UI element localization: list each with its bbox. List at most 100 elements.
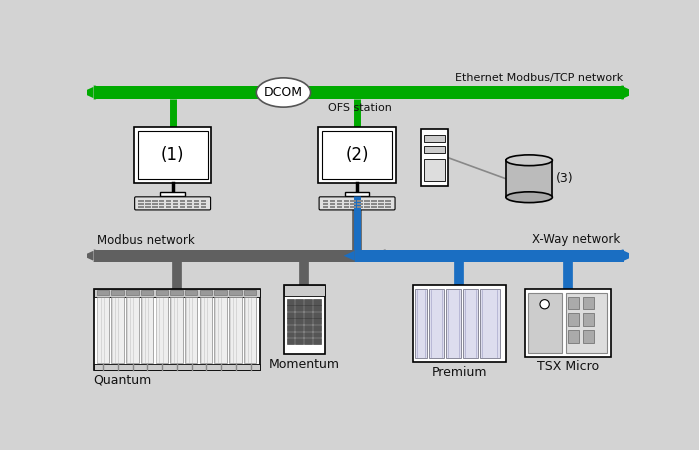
- Bar: [185, 290, 197, 295]
- Bar: [385, 202, 391, 205]
- Bar: [159, 206, 164, 208]
- Text: (1): (1): [161, 146, 185, 164]
- Bar: [94, 250, 386, 262]
- Bar: [322, 131, 392, 179]
- Bar: [329, 199, 335, 202]
- FancyArrow shape: [621, 86, 636, 99]
- Bar: [329, 206, 335, 208]
- Bar: [584, 314, 594, 326]
- Ellipse shape: [506, 155, 552, 166]
- Bar: [357, 202, 363, 205]
- Bar: [152, 202, 157, 205]
- Bar: [296, 338, 303, 344]
- Text: DCOM: DCOM: [264, 86, 303, 99]
- Bar: [345, 192, 370, 196]
- Bar: [385, 206, 391, 208]
- Bar: [194, 199, 199, 202]
- Bar: [322, 206, 328, 208]
- Text: OFS station: OFS station: [328, 103, 391, 112]
- FancyBboxPatch shape: [135, 197, 210, 210]
- Bar: [329, 202, 335, 205]
- Bar: [357, 206, 363, 208]
- Bar: [336, 199, 342, 202]
- Text: Premium: Premium: [431, 366, 487, 379]
- Text: Ethernet Modbus/TCP network: Ethernet Modbus/TCP network: [456, 73, 624, 83]
- Bar: [287, 306, 294, 311]
- Bar: [525, 289, 610, 356]
- Bar: [304, 319, 312, 324]
- Bar: [371, 206, 377, 208]
- Bar: [134, 127, 211, 183]
- Bar: [173, 206, 178, 208]
- Bar: [584, 297, 594, 309]
- Bar: [446, 289, 461, 358]
- Bar: [296, 299, 303, 305]
- Bar: [528, 292, 563, 353]
- Bar: [138, 199, 143, 202]
- Bar: [304, 332, 312, 338]
- Bar: [141, 290, 153, 295]
- FancyArrow shape: [81, 86, 96, 99]
- Bar: [568, 314, 579, 326]
- Bar: [194, 206, 199, 208]
- Bar: [201, 199, 206, 202]
- Bar: [244, 297, 257, 363]
- Bar: [94, 289, 260, 370]
- Bar: [371, 199, 377, 202]
- Bar: [138, 131, 208, 179]
- Bar: [378, 206, 384, 208]
- Bar: [378, 202, 384, 205]
- Bar: [429, 289, 444, 358]
- Bar: [287, 338, 294, 344]
- Bar: [201, 206, 206, 208]
- FancyArrow shape: [82, 250, 96, 262]
- Bar: [180, 202, 185, 205]
- Bar: [313, 338, 321, 344]
- Bar: [350, 199, 356, 202]
- Bar: [229, 290, 242, 295]
- Bar: [166, 199, 171, 202]
- Bar: [421, 129, 448, 186]
- Bar: [200, 297, 212, 363]
- Bar: [287, 312, 294, 318]
- Bar: [152, 206, 157, 208]
- Bar: [180, 199, 185, 202]
- Bar: [296, 325, 303, 331]
- Text: (3): (3): [556, 172, 574, 185]
- Bar: [194, 202, 199, 205]
- Bar: [244, 290, 257, 295]
- Bar: [350, 202, 356, 205]
- Bar: [364, 206, 370, 208]
- Ellipse shape: [257, 78, 310, 107]
- Bar: [145, 202, 150, 205]
- Bar: [296, 306, 303, 311]
- Bar: [287, 325, 294, 331]
- Bar: [480, 289, 500, 358]
- Bar: [336, 206, 342, 208]
- Bar: [565, 292, 607, 353]
- Bar: [506, 160, 552, 197]
- Bar: [94, 364, 260, 370]
- Bar: [166, 202, 171, 205]
- Bar: [201, 202, 206, 205]
- Bar: [415, 289, 427, 358]
- FancyArrow shape: [383, 250, 397, 262]
- Bar: [364, 202, 370, 205]
- Bar: [126, 290, 138, 295]
- Bar: [187, 206, 192, 208]
- Bar: [166, 206, 171, 208]
- Bar: [173, 202, 178, 205]
- Bar: [584, 330, 594, 343]
- Text: X-Way network: X-Way network: [531, 234, 620, 247]
- Bar: [159, 202, 164, 205]
- FancyArrow shape: [621, 250, 635, 262]
- Bar: [296, 319, 303, 324]
- Circle shape: [540, 300, 549, 309]
- Text: Quantum: Quantum: [94, 374, 152, 387]
- Bar: [336, 202, 342, 205]
- Bar: [378, 199, 384, 202]
- Bar: [313, 312, 321, 318]
- Bar: [187, 202, 192, 205]
- Bar: [96, 297, 109, 363]
- Bar: [463, 289, 478, 358]
